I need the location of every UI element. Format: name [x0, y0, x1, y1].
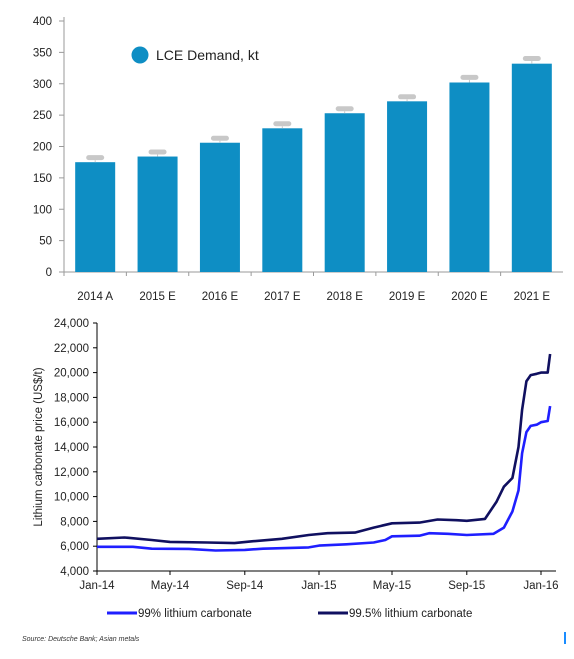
y-tick-label: 12,000 — [54, 467, 89, 479]
y-tick-label: 16,000 — [54, 417, 89, 429]
y-tick-label: 300 — [33, 79, 52, 91]
series-line-99pct — [97, 405, 552, 552]
legend-label: 99.5% lithium carbonate — [349, 608, 472, 620]
error-cap — [335, 106, 354, 112]
y-tick-label: 150 — [33, 173, 52, 185]
x-tick-label: 2019 E — [389, 291, 426, 303]
y-tick-label: 200 — [33, 142, 52, 154]
y-tick-label: 350 — [33, 47, 52, 59]
lce-demand-chart: 0 50 100 150 200 250 300 350 400 2014 A 2015 E 2016… — [33, 16, 563, 303]
error-cap — [273, 121, 292, 127]
y-tick-label: 6,000 — [60, 541, 89, 553]
y-tick-label: 50 — [39, 236, 52, 248]
x-tick-label: 2017 E — [264, 291, 301, 303]
error-cap — [522, 56, 541, 62]
error-cap — [210, 135, 229, 141]
bar — [199, 142, 240, 272]
error-cap — [86, 155, 105, 161]
x-tick-label: 2014 A — [77, 291, 113, 303]
y-tick-label: 100 — [33, 204, 52, 216]
y-tick-label: 4,000 — [60, 566, 89, 578]
x-tick-label: 2015 E — [139, 291, 176, 303]
x-tick-label: Sep-14 — [226, 580, 264, 592]
bar — [449, 82, 490, 273]
x-tick-label: 2021 E — [514, 291, 551, 303]
error-cap — [148, 149, 167, 155]
source-note: Source: Deutsche Bank; Asian metals — [22, 636, 140, 643]
y-tick-label: 22,000 — [54, 343, 89, 355]
x-tick-label: Sep-15 — [448, 580, 485, 592]
legend-label: LCE Demand, kt — [156, 47, 259, 63]
y-tick-label: 8,000 — [60, 516, 89, 528]
y-tick-label: 18,000 — [54, 392, 89, 404]
legend-label: 99% lithium carbonate — [138, 608, 252, 620]
y-tick-label: 10,000 — [54, 492, 89, 504]
y-tick-label: 24,000 — [54, 318, 89, 330]
series-line-99-5pct — [96, 353, 552, 545]
error-cap — [398, 94, 417, 100]
bar — [324, 113, 365, 273]
y-axis-title: Lithium carbonate price (US$/t) — [33, 367, 45, 526]
error-cap — [460, 74, 479, 80]
x-tick-label: Jan-14 — [79, 580, 115, 592]
x-tick-label: 2020 E — [451, 291, 488, 303]
x-tick-label: May-14 — [151, 580, 190, 592]
legend-marker — [131, 46, 149, 64]
x-tick-label: 2018 E — [326, 291, 363, 303]
bar — [511, 63, 552, 272]
y-tick-label: 14,000 — [54, 442, 89, 454]
y-tick-label: 20,000 — [54, 368, 89, 380]
bar — [75, 162, 116, 272]
y-tick-label: 250 — [33, 110, 52, 122]
bar — [387, 101, 428, 272]
x-tick-label: 2016 E — [202, 291, 239, 303]
bar — [137, 156, 178, 272]
y-tick-label: 0 — [46, 267, 52, 279]
y-tick-label: 400 — [33, 16, 52, 28]
corner-mark — [564, 632, 566, 644]
lithium-price-chart: 4,000 6,000 8,000 10,000 12,000 14,000 16,000 1… — [33, 318, 559, 620]
x-tick-label: Jan-15 — [301, 580, 336, 592]
x-tick-label: May-15 — [373, 580, 411, 592]
x-tick-label: Jan-16 — [523, 580, 558, 592]
bar — [262, 128, 303, 272]
